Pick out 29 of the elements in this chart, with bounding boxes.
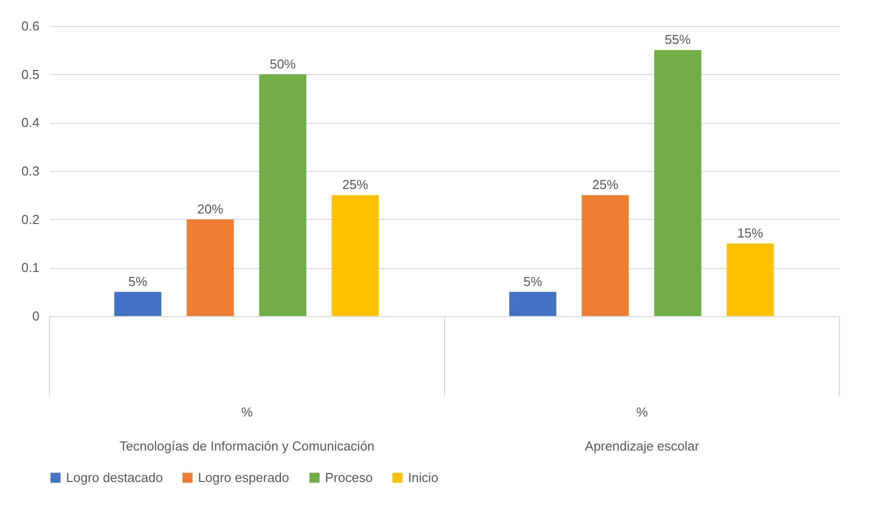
y-tick-label: 0.3 (21, 164, 40, 178)
y-tick-label: 0.1 (21, 260, 40, 276)
legend-label: Inicio (408, 470, 438, 485)
y-tick-label: 0.4 (21, 115, 40, 130)
legend-label: Logro destacado (66, 470, 163, 485)
legend-label: Logro esperado (198, 470, 290, 485)
data-label: 55% (664, 32, 692, 48)
data-label: 5% (128, 274, 148, 289)
bar (332, 195, 379, 316)
category-label: % Aprendizaje escolar (584, 404, 700, 454)
y-tick-label: 0 (32, 308, 40, 324)
data-label: 5% (523, 274, 543, 289)
y-tick-label: 0.5 (21, 66, 40, 82)
legend-label: Proceso (325, 470, 373, 485)
data-label: 25% (342, 177, 369, 192)
category-label: % Tecnologías de Información y Comunicación (119, 404, 375, 454)
data-label: 15% (737, 226, 764, 240)
bar (114, 292, 162, 316)
bar (509, 292, 556, 316)
bar (582, 195, 629, 316)
data-label: 20% (197, 201, 224, 216)
bar (654, 50, 702, 316)
y-tick-label: 0.2 (21, 212, 40, 227)
bar (186, 219, 234, 316)
data-label: 50% (270, 56, 296, 72)
data-label: 25% (592, 177, 619, 192)
bar (726, 244, 774, 316)
bar (259, 74, 306, 316)
y-tick-label: 0.6 (21, 18, 40, 34)
